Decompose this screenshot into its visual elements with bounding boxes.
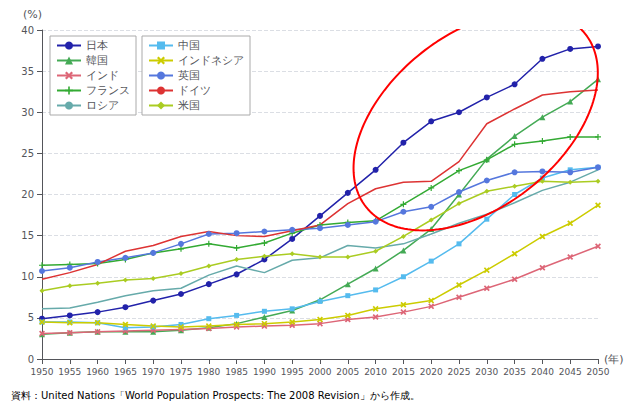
svg-text:20: 20 — [21, 189, 34, 200]
svg-text:2010: 2010 — [364, 367, 387, 377]
svg-text:日本: 日本 — [86, 39, 108, 52]
svg-text:1965: 1965 — [114, 367, 137, 377]
svg-text:35: 35 — [21, 66, 34, 77]
svg-text:25: 25 — [21, 148, 34, 159]
svg-text:インド: インド — [86, 69, 119, 82]
svg-text:15: 15 — [21, 230, 34, 241]
svg-text:0: 0 — [28, 354, 34, 365]
svg-text:2000: 2000 — [309, 367, 332, 377]
svg-text:ロシア: ロシア — [86, 99, 119, 112]
svg-text:(%): (%) — [23, 8, 42, 21]
svg-text:韓国: 韓国 — [86, 54, 108, 67]
svg-text:2035: 2035 — [503, 367, 526, 377]
svg-text:1985: 1985 — [225, 367, 248, 377]
svg-text:5: 5 — [28, 312, 34, 323]
svg-text:1960: 1960 — [86, 367, 109, 377]
svg-text:1950: 1950 — [31, 367, 54, 377]
svg-text:資料：United Nations「World Popula: 資料：United Nations「World Population Prosp… — [11, 390, 420, 401]
svg-text:フランス: フランス — [86, 84, 130, 97]
svg-text:2015: 2015 — [392, 367, 415, 377]
svg-text:(年): (年) — [604, 353, 624, 366]
svg-text:2045: 2045 — [559, 367, 582, 377]
svg-text:2030: 2030 — [475, 367, 498, 377]
svg-text:インドネシア: インドネシア — [178, 54, 244, 67]
svg-text:2050: 2050 — [587, 367, 610, 377]
svg-text:英国: 英国 — [178, 69, 200, 82]
svg-text:1975: 1975 — [170, 367, 193, 377]
svg-text:ドイツ: ドイツ — [178, 84, 211, 97]
svg-text:1955: 1955 — [58, 367, 81, 377]
svg-text:1990: 1990 — [253, 367, 276, 377]
svg-text:1970: 1970 — [142, 367, 165, 377]
svg-text:2020: 2020 — [420, 367, 443, 377]
svg-text:1995: 1995 — [281, 367, 304, 377]
svg-text:2005: 2005 — [336, 367, 359, 377]
svg-text:米国: 米国 — [178, 99, 200, 112]
svg-text:2025: 2025 — [448, 367, 471, 377]
svg-text:40: 40 — [21, 25, 34, 36]
svg-text:中国: 中国 — [178, 39, 200, 52]
svg-text:10: 10 — [21, 271, 34, 282]
svg-text:2040: 2040 — [531, 367, 554, 377]
svg-text:30: 30 — [21, 107, 34, 118]
svg-text:1980: 1980 — [197, 367, 220, 377]
